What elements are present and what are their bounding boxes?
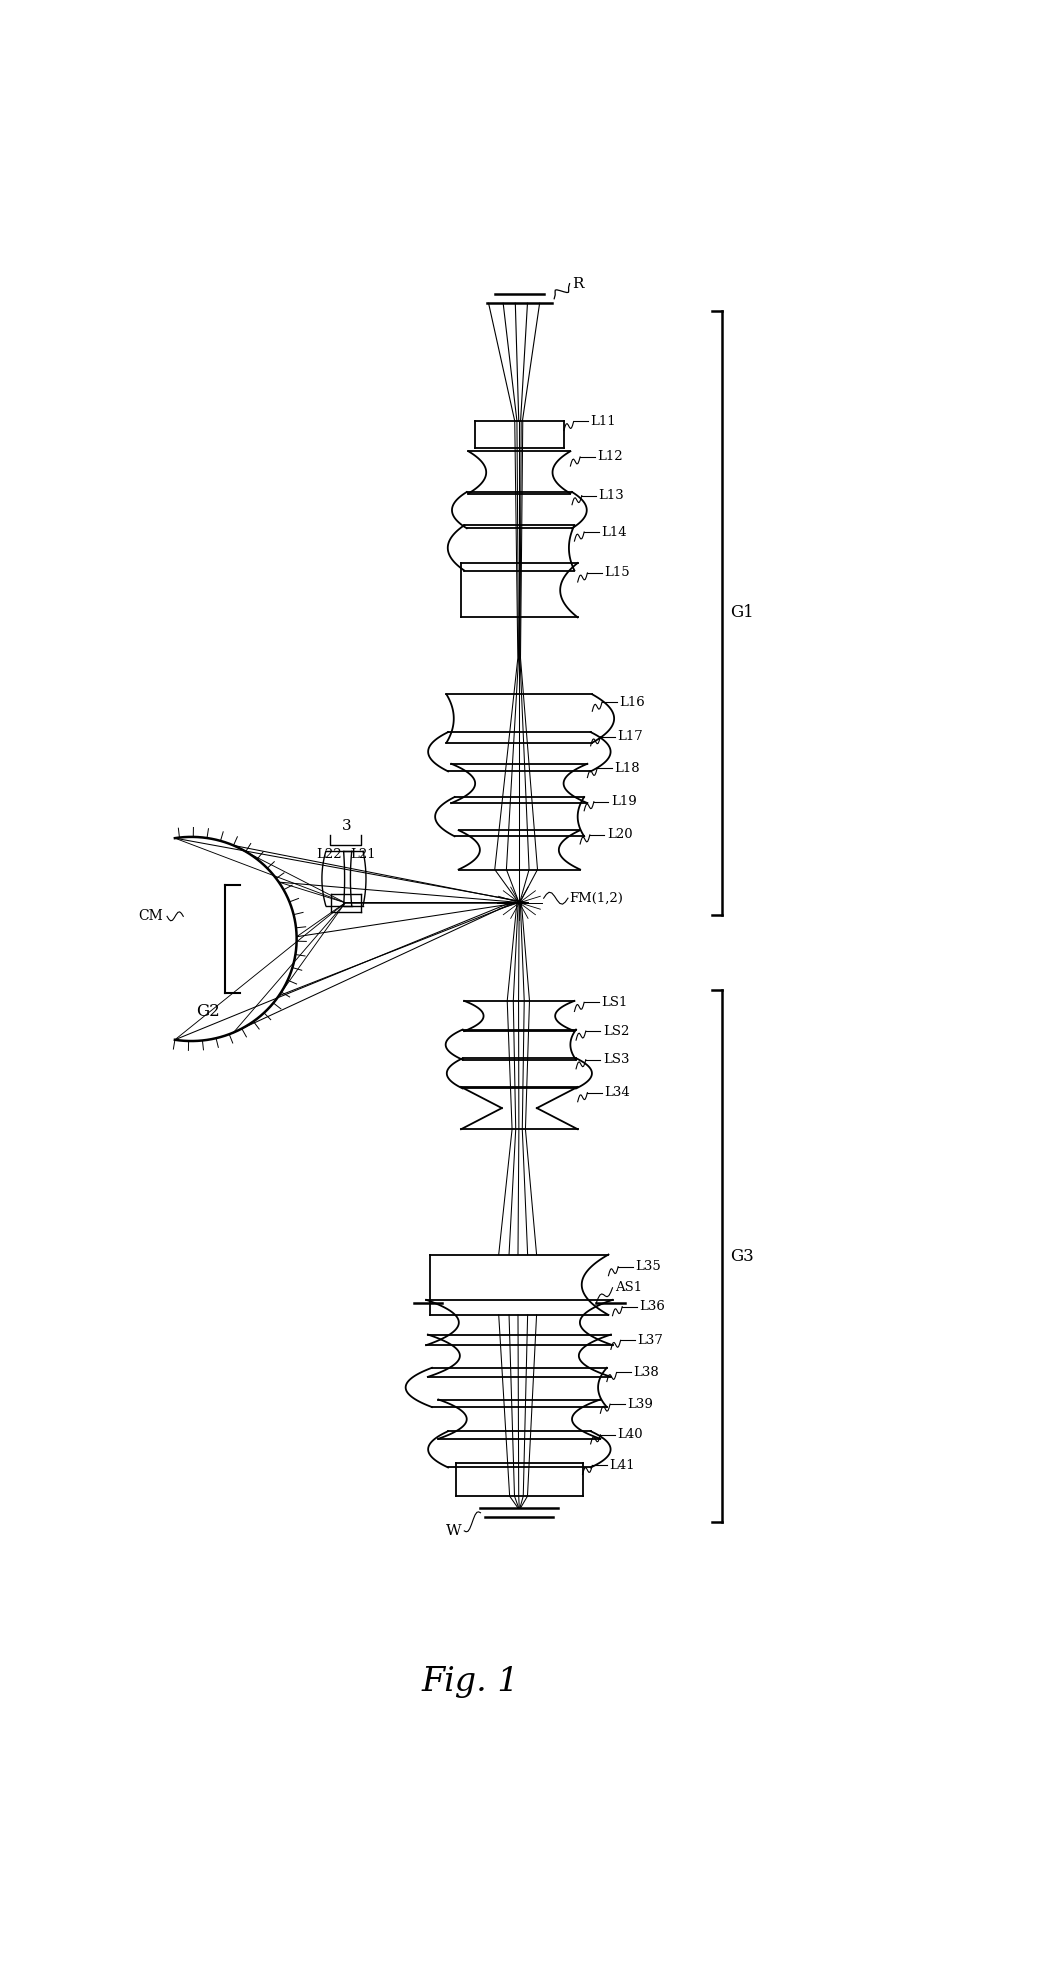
Text: L12: L12 [597, 451, 623, 463]
Text: L13: L13 [599, 488, 625, 502]
Text: L15: L15 [604, 567, 630, 578]
Text: L17: L17 [618, 729, 643, 743]
Text: L37: L37 [637, 1333, 664, 1347]
Text: L14: L14 [601, 526, 627, 539]
Text: CM: CM [138, 910, 163, 924]
Text: Fig. 1: Fig. 1 [422, 1667, 519, 1698]
Text: W: W [446, 1524, 462, 1537]
Text: 3: 3 [342, 820, 352, 833]
Text: L36: L36 [640, 1300, 665, 1314]
Text: L21: L21 [350, 847, 376, 861]
Text: LS2: LS2 [603, 1024, 629, 1037]
Text: L41: L41 [609, 1459, 635, 1473]
Text: L18: L18 [614, 763, 640, 775]
Text: L19: L19 [611, 796, 636, 808]
Text: LS1: LS1 [601, 996, 628, 1008]
Text: AS1: AS1 [614, 1281, 642, 1294]
Text: L38: L38 [633, 1367, 659, 1379]
Text: R: R [572, 277, 583, 290]
Text: LS3: LS3 [603, 1053, 629, 1067]
Text: FM(1,2): FM(1,2) [570, 892, 624, 904]
Text: L11: L11 [590, 416, 617, 427]
Text: L35: L35 [635, 1261, 660, 1273]
Text: L22: L22 [317, 847, 342, 861]
Text: G3: G3 [729, 1247, 753, 1265]
Text: L34: L34 [604, 1086, 630, 1100]
Text: L16: L16 [619, 696, 645, 708]
Text: L20: L20 [607, 828, 632, 841]
Text: L39: L39 [627, 1398, 653, 1410]
Text: G2: G2 [195, 1002, 219, 1020]
Text: G1: G1 [729, 604, 753, 622]
Text: L40: L40 [618, 1428, 643, 1441]
